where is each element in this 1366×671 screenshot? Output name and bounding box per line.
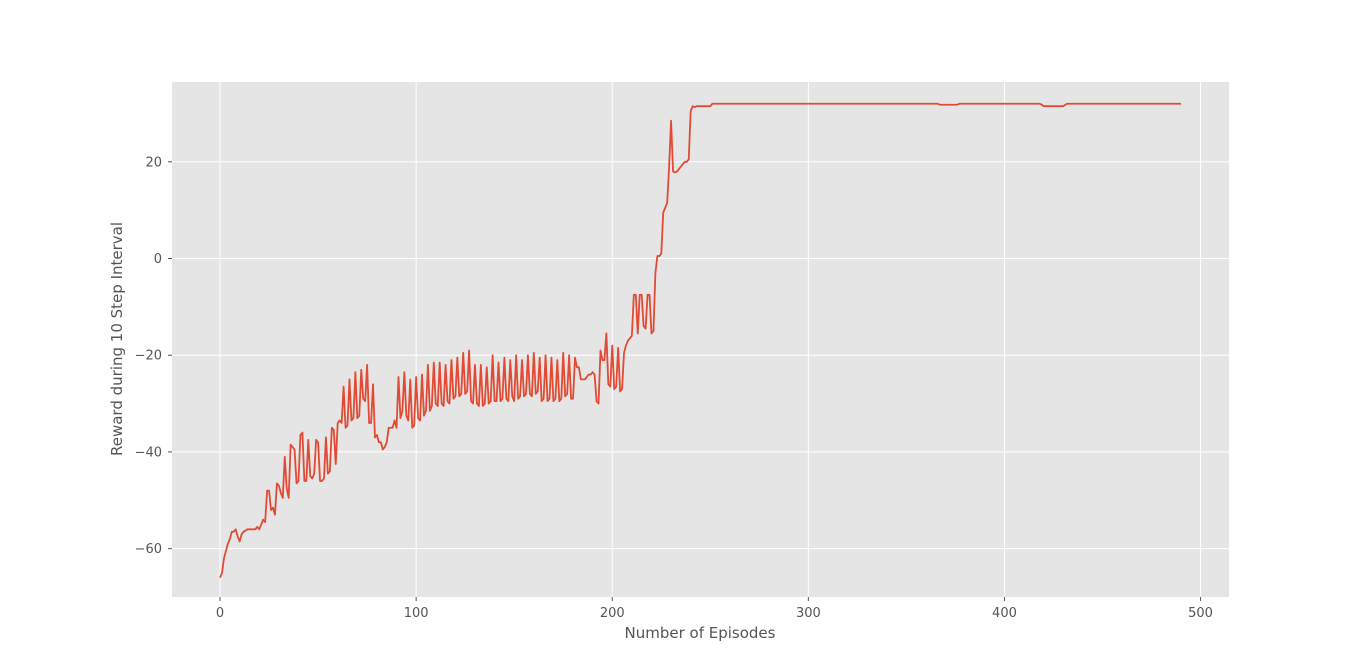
- x-gridlines: [219, 82, 1202, 597]
- y-tick-label: −40: [135, 445, 162, 460]
- y-gridlines: [172, 161, 1229, 550]
- x-tick-label: 500: [1188, 606, 1213, 621]
- y-tick-label: 0: [154, 252, 162, 267]
- x-axis-label: Number of Episodes: [625, 624, 776, 642]
- y-axis-label: Reward during 10 Step Interval: [108, 222, 126, 456]
- x-tick-label: 0: [216, 606, 224, 621]
- x-tick-label: 400: [992, 606, 1017, 621]
- x-tick-label: 100: [404, 606, 429, 621]
- y-tick-label: −60: [135, 542, 162, 557]
- x-tick-label: 200: [600, 606, 625, 621]
- plot-area: [172, 82, 1229, 597]
- y-tick-label: −20: [135, 349, 162, 364]
- y-tick-label: 20: [145, 155, 162, 170]
- y-tick-labels: −60 −40 −20 0 20: [135, 155, 172, 557]
- reward-series-line: [219, 102, 1181, 578]
- x-tick-label: 300: [796, 606, 821, 621]
- x-tick-labels: 0 100 200 300 400 500: [216, 597, 1213, 621]
